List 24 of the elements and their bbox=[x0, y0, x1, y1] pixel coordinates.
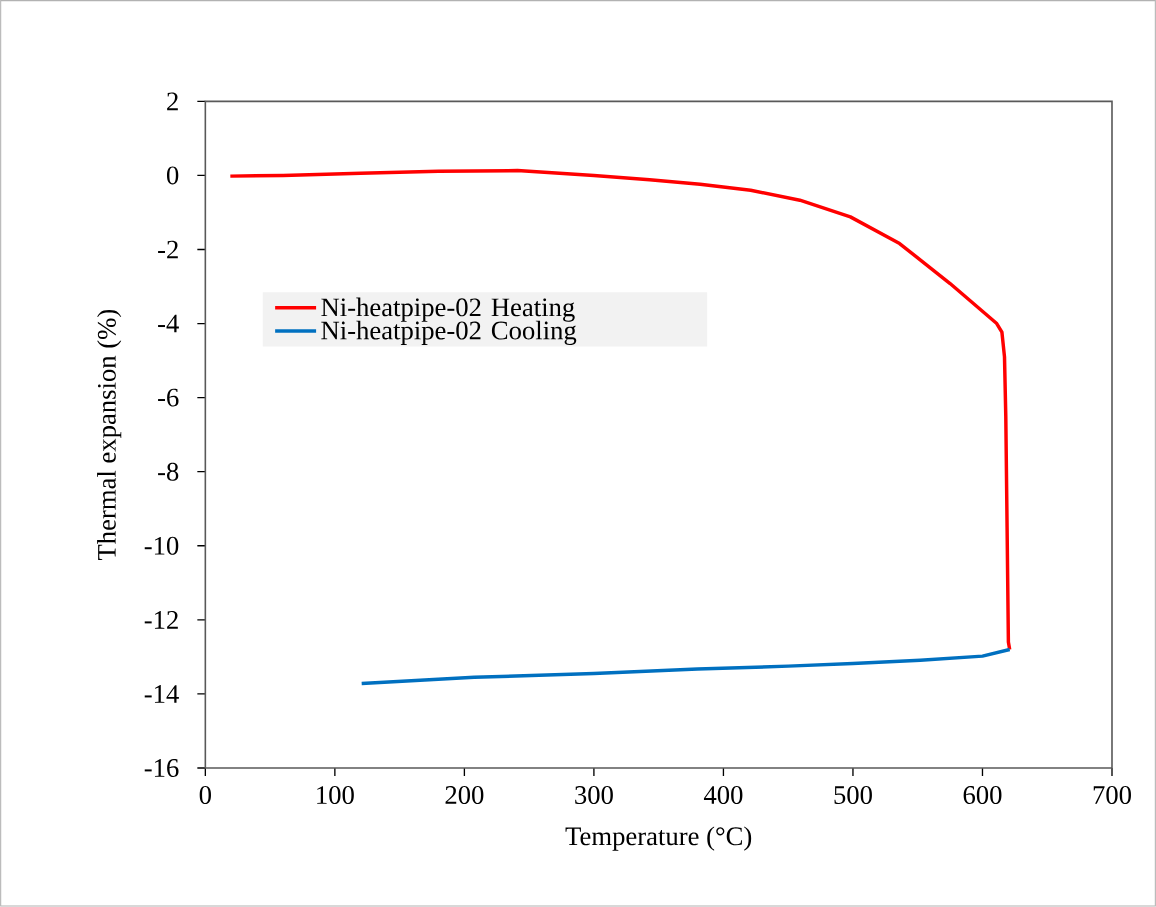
y-tick-label: -10 bbox=[144, 536, 179, 555]
y-tick-label: -8 bbox=[158, 462, 179, 481]
y-tick-label: -4 bbox=[158, 314, 179, 333]
x-tick-label: 200 bbox=[445, 786, 484, 805]
legend-label: Ni-heatpipe-02 Cooling bbox=[321, 320, 577, 346]
y-tick-label: -6 bbox=[158, 388, 179, 407]
y-tick-label: 0 bbox=[166, 166, 179, 185]
x-tick-label: 400 bbox=[703, 786, 743, 805]
line-series bbox=[359, 647, 1012, 686]
line-series bbox=[228, 169, 1012, 652]
x-tick-label: 600 bbox=[963, 786, 1002, 805]
y-axis-title: Thermal expansion (%) bbox=[97, 310, 122, 561]
x-tick-label: 700 bbox=[1093, 786, 1131, 805]
y-tick-label: 2 bbox=[167, 92, 178, 111]
x-tick-label: 100 bbox=[317, 786, 354, 805]
x-tick-label: 300 bbox=[575, 786, 613, 805]
x-tick-label: 0 bbox=[199, 786, 211, 805]
x-axis-title: Temperature (°C) bbox=[565, 826, 752, 851]
y-tick-label: -14 bbox=[144, 685, 179, 703]
legend-label: Ni-heatpipe-02 Heating bbox=[321, 297, 575, 323]
y-tick-label: -12 bbox=[144, 611, 178, 629]
x-tick-label: 500 bbox=[834, 786, 872, 805]
y-tick-label: -2 bbox=[158, 240, 178, 259]
y-tick-label: -16 bbox=[144, 759, 179, 778]
